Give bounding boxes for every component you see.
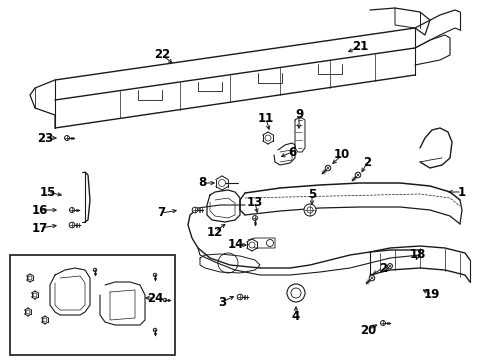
Text: 6: 6 <box>287 145 296 158</box>
Circle shape <box>163 298 166 302</box>
Text: 2: 2 <box>362 157 370 170</box>
Text: 19: 19 <box>423 288 439 302</box>
Text: 11: 11 <box>257 112 274 125</box>
Circle shape <box>380 320 385 325</box>
Circle shape <box>28 276 32 280</box>
Circle shape <box>93 268 97 272</box>
Circle shape <box>264 135 270 141</box>
Text: 17: 17 <box>32 221 48 234</box>
Circle shape <box>387 264 392 269</box>
Text: 21: 21 <box>351 40 367 54</box>
Bar <box>10 255 175 355</box>
Circle shape <box>237 294 243 300</box>
Circle shape <box>248 242 254 248</box>
Circle shape <box>153 328 157 332</box>
Circle shape <box>153 273 157 277</box>
Text: 13: 13 <box>246 195 263 208</box>
Circle shape <box>64 136 69 140</box>
Text: 9: 9 <box>294 108 303 122</box>
Circle shape <box>325 165 330 171</box>
Circle shape <box>43 318 47 322</box>
Text: 7: 7 <box>157 207 165 220</box>
Text: 2: 2 <box>378 261 386 274</box>
Text: 10: 10 <box>333 148 349 162</box>
Text: 24: 24 <box>146 292 163 305</box>
Circle shape <box>354 172 360 178</box>
Circle shape <box>69 222 75 228</box>
Text: 18: 18 <box>409 248 426 261</box>
Circle shape <box>218 180 225 186</box>
Text: 4: 4 <box>291 310 300 323</box>
Circle shape <box>117 293 127 303</box>
Text: 22: 22 <box>154 49 170 62</box>
Text: 14: 14 <box>227 238 244 252</box>
Text: 1: 1 <box>457 185 465 198</box>
Circle shape <box>368 275 374 281</box>
Circle shape <box>26 310 30 314</box>
Circle shape <box>252 216 257 220</box>
Circle shape <box>69 208 74 212</box>
Text: 12: 12 <box>206 225 223 238</box>
Circle shape <box>304 204 315 216</box>
Circle shape <box>192 207 197 213</box>
Text: 8: 8 <box>198 176 206 189</box>
Text: 15: 15 <box>40 185 56 198</box>
Text: 16: 16 <box>32 203 48 216</box>
Text: 23: 23 <box>37 131 53 144</box>
Circle shape <box>33 293 37 297</box>
Text: 20: 20 <box>359 324 375 337</box>
Circle shape <box>286 284 305 302</box>
Circle shape <box>266 239 273 247</box>
Text: 3: 3 <box>218 296 225 309</box>
Text: 5: 5 <box>307 189 315 202</box>
